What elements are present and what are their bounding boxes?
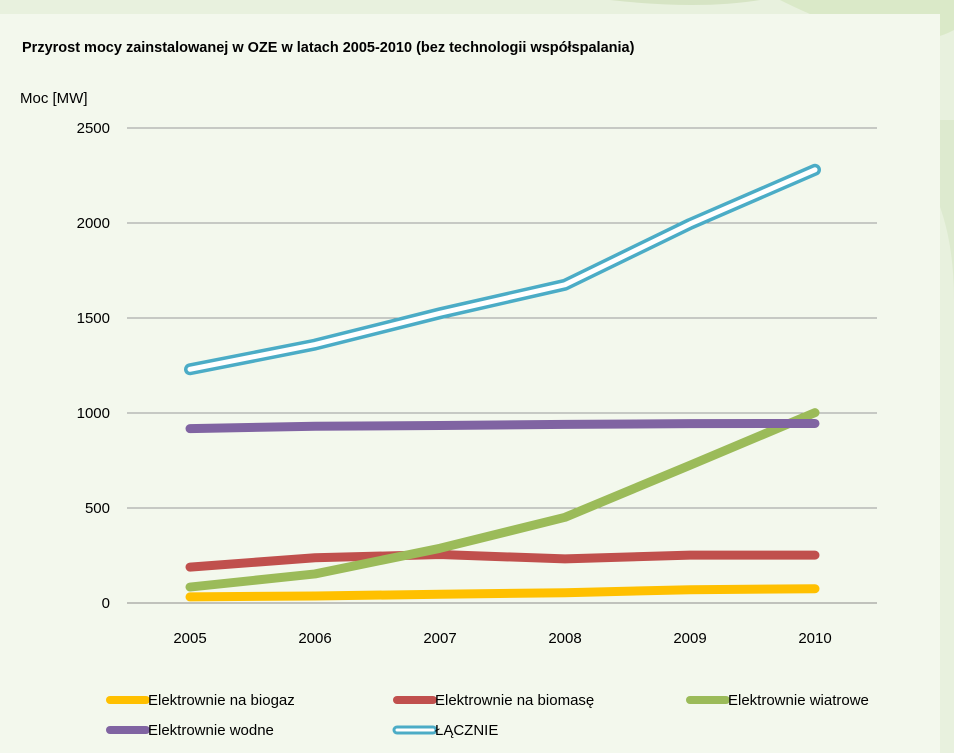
legend-item: Elektrownie na biomasę [393,692,594,709]
x-tick-label: 2007 [423,630,456,647]
legend-item: Elektrownie na biogaz [106,692,295,709]
series-line-elektrownie-wiatrowe [185,408,820,592]
y-tick-label: 2500 [77,120,110,137]
series-line-inner-łącznie [187,167,818,372]
legend-label: Elektrownie wiatrowe [728,692,869,709]
y-tick-label: 1000 [77,405,110,422]
gridlines [127,127,877,604]
legend-label: Elektrownie na biogaz [148,692,295,709]
x-tick-label: 2008 [548,630,581,647]
legend-label: Elektrownie wodne [148,722,274,739]
legend-label: Elektrownie na biomasę [435,692,594,709]
y-tick-label: 0 [102,595,110,612]
series-line-elektrownie-wodne [185,418,820,434]
chart-title: Przyrost mocy zainstalowanej w OZE w lat… [22,40,635,56]
y-axis-label: Moc [MW] [20,90,88,107]
series-line-łącznie [184,163,821,376]
legend-item: Elektrownie wodne [106,722,274,739]
y-axis-ticks: 0 500 1000 1500 2000 2500 [77,120,110,612]
x-tick-label: 2009 [673,630,706,647]
x-tick-label: 2005 [173,630,206,647]
chart-panel [0,14,940,753]
legend-label: ŁĄCZNIE [435,722,498,739]
x-tick-label: 2006 [298,630,331,647]
legend-item: ŁĄCZNIE [392,722,498,739]
y-tick-label: 1500 [77,310,110,327]
series-line-elektrownie-na-biogaz [185,584,820,602]
series-lines [184,163,821,602]
y-tick-label: 500 [85,500,110,517]
x-axis-ticks: 2005 2006 2007 2008 2009 2010 [173,630,831,647]
y-tick-label: 2000 [77,215,110,232]
series-line-elektrownie-na-biomasę [185,550,820,572]
legend-item: Elektrownie wiatrowe [686,692,869,709]
x-tick-label: 2010 [798,630,831,647]
legend: Elektrownie na biogaz Elektrownie na biom… [106,692,869,739]
